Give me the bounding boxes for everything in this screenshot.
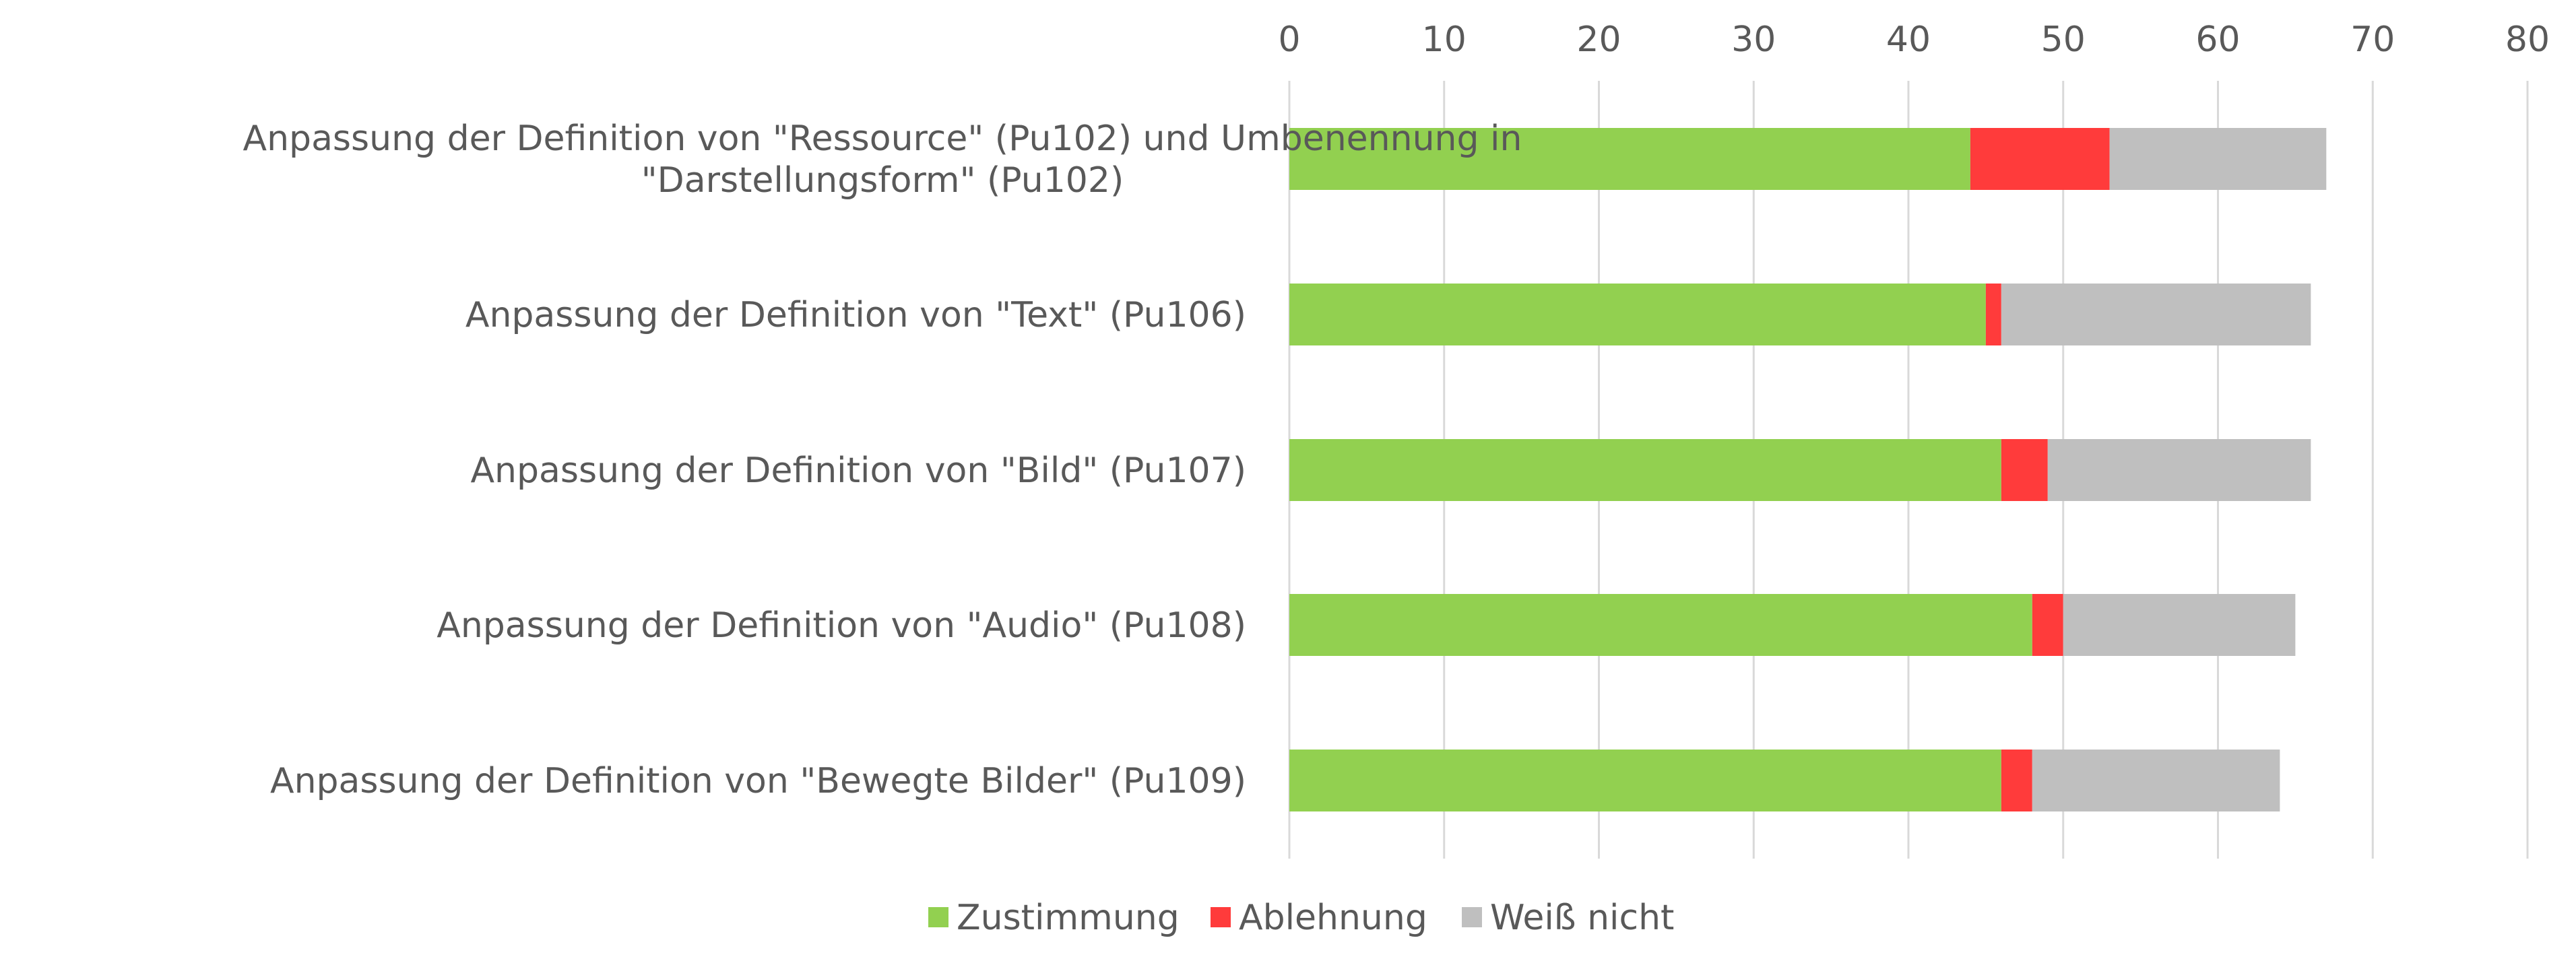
- category-label-0: Anpassung der Definition von "Ressource"…: [243, 119, 1522, 159]
- x-tick-label: 0: [1278, 20, 1300, 60]
- bars: [1289, 128, 2327, 811]
- legend-label: Weiß nicht: [1490, 898, 1674, 938]
- category-labels: Anpassung der Definition von "Ressource"…: [243, 119, 1522, 801]
- legend-label: Zustimmung: [957, 898, 1180, 938]
- x-axis-ticks: 0 10 20 30 40 50 60 70 80: [1278, 20, 2550, 60]
- x-tick-label: 40: [1886, 20, 1931, 60]
- x-tick-label: 20: [1576, 20, 1621, 60]
- bar-segment-ablehnung-4: [2001, 750, 2032, 811]
- category-label-4: Anpassung der Definition von "Bewegte Bi…: [270, 761, 1246, 801]
- bar-segment-zustimmung-2: [1289, 439, 2001, 501]
- x-tick-label: 60: [2195, 20, 2240, 60]
- x-tick-label: 10: [1422, 20, 1467, 60]
- category-label-2: Anpassung der Definition von "Bild" (Pu1…: [470, 451, 1246, 491]
- bar-segment-ablehnung-2: [2001, 439, 2048, 501]
- bar-segment-wei-nicht-4: [2032, 750, 2280, 811]
- category-label-0: "Darstellungsform" (Pu102): [641, 160, 1124, 201]
- bar-segment-zustimmung-4: [1289, 750, 2001, 811]
- bar-segment-ablehnung-1: [1985, 284, 2001, 345]
- x-tick-label: 30: [1731, 20, 1776, 60]
- category-label-3: Anpassung der Definition von "Audio" (Pu…: [437, 605, 1246, 646]
- bar-segment-zustimmung-0: [1289, 128, 1970, 190]
- legend-swatch-zustimmung: [928, 907, 948, 927]
- bar-segment-ablehnung-0: [1970, 128, 2110, 190]
- bar-segment-wei-nicht-1: [2001, 284, 2311, 345]
- x-tick-label: 70: [2350, 20, 2395, 60]
- category-label-1: Anpassung der Definition von "Text" (Pu1…: [465, 295, 1246, 335]
- x-tick-label: 80: [2505, 20, 2550, 60]
- bar-segment-wei-nicht-2: [2047, 439, 2311, 501]
- legend-label: Ablehnung: [1239, 898, 1427, 938]
- bar-segment-wei-nicht-0: [2109, 128, 2327, 190]
- bar-segment-zustimmung-1: [1289, 284, 1986, 345]
- legend: Zustimmung Ablehnung Weiß nicht: [928, 898, 1674, 938]
- legend-swatch-wei-nicht: [1462, 907, 1482, 927]
- x-tick-label: 50: [2041, 20, 2086, 60]
- bar-segment-ablehnung-3: [2032, 594, 2063, 656]
- legend-swatch-ablehnung: [1211, 907, 1231, 927]
- bar-segment-wei-nicht-3: [2063, 594, 2296, 656]
- bar-segment-zustimmung-3: [1289, 594, 2032, 656]
